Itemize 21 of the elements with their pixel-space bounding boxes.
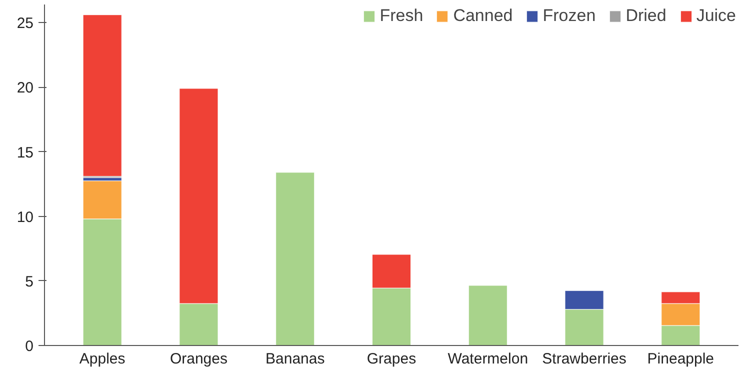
y-tick-label: 25 (16, 15, 34, 32)
x-tick-label: Apples (79, 350, 126, 368)
bar (82, 14, 122, 177)
bar (276, 172, 315, 346)
x-tick-label: Pineapple (647, 350, 714, 368)
y-tick-label: 5 (25, 273, 34, 290)
x-tick-label: Bananas (266, 350, 325, 368)
x-tick-label: Watermelon (448, 350, 528, 368)
bar (468, 285, 508, 346)
x-tick-label: Strawberries (542, 350, 626, 368)
y-tick-label: 15 (16, 144, 34, 162)
legend-label: Juice (696, 6, 736, 26)
legend-label: Dried (626, 6, 666, 26)
x-tick-label: Grapes (366, 350, 416, 368)
legend-label: Canned (453, 6, 513, 26)
y-tick-label: 20 (16, 80, 34, 97)
legend-label: Fresh (380, 6, 424, 26)
legend-label: Frozen (542, 6, 596, 26)
y-tick-label: 10 (16, 208, 34, 226)
y-tick-label: 0 (25, 338, 34, 355)
x-tick-label: Oranges (170, 350, 228, 368)
